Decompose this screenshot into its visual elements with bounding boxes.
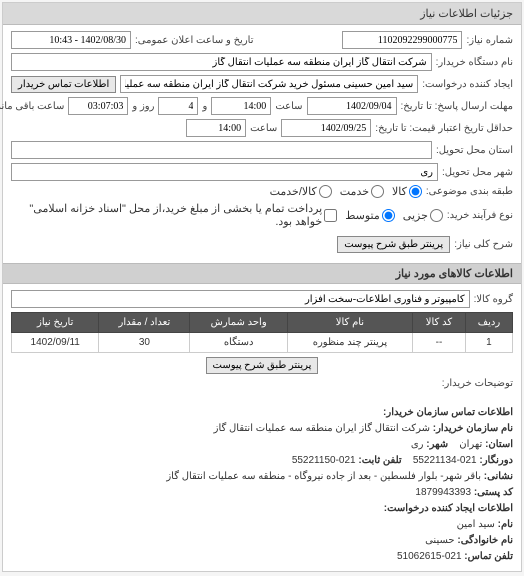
- proc-small-radio[interactable]: جزیی: [403, 209, 443, 222]
- deadline-date-input[interactable]: [307, 97, 397, 115]
- requester-section-title: اطلاعات ایجاد کننده درخواست:: [384, 503, 513, 514]
- cat-goods-label: کالا: [392, 185, 407, 198]
- group-input[interactable]: [11, 290, 470, 308]
- address-value: باقر شهر- بلوار فلسطین - بعد از جاده نیر…: [166, 471, 481, 482]
- th-unit: واحد شمارش: [190, 313, 288, 333]
- cat-service-label: خدمت: [340, 185, 369, 198]
- city-label: شهر محل تحویل:: [442, 167, 513, 178]
- cell-row: 1: [465, 333, 512, 353]
- last-name-value: حسینی: [425, 535, 454, 546]
- proc-note-check[interactable]: پرداخت تمام یا بخشی از مبلغ خرید،از محل …: [11, 202, 337, 228]
- cell-qty: 30: [99, 333, 190, 353]
- cat-service-radio[interactable]: خدمت: [340, 185, 384, 198]
- remain-label: ساعت باقی مانده: [0, 101, 64, 112]
- city-input[interactable]: [11, 163, 438, 181]
- province-input[interactable]: [11, 141, 432, 159]
- th-qty: تعداد / مقدار: [99, 313, 190, 333]
- cat-both-label: کالا/خدمت: [270, 185, 317, 198]
- table-row[interactable]: 1 -- پرینتر چند منظوره دستگاه 30 1402/09…: [12, 333, 513, 353]
- items-table: ردیف کد کالا نام کالا واحد شمارش تعداد /…: [11, 312, 513, 353]
- contact-section-title: اطلاعات تماس سازمان خریدار:: [383, 407, 513, 418]
- org-city-label: شهر:: [426, 439, 448, 450]
- items-section-title: اطلاعات کالاهای مورد نیاز: [3, 263, 521, 284]
- buyer-label: نام دستگاه خریدار:: [436, 57, 513, 68]
- process-label: نوع فرآیند خرید:: [447, 210, 513, 221]
- th-code: کد کالا: [412, 313, 465, 333]
- remain-days-input[interactable]: [158, 97, 198, 115]
- remain-sep: و: [202, 101, 207, 112]
- address-label: نشانی:: [484, 471, 513, 482]
- phone-label: تلفن ثابت:: [358, 455, 401, 466]
- deadline-time-input[interactable]: [211, 97, 271, 115]
- first-name-label: نام:: [498, 519, 513, 530]
- req-no-label: شماره نیاز:: [466, 35, 513, 46]
- phone-value: 021-55221150: [292, 455, 356, 466]
- valid-time-input[interactable]: [186, 119, 246, 137]
- remain-time-input[interactable]: [68, 97, 128, 115]
- org-city-value: ری: [411, 439, 424, 450]
- cell-name: پرینتر چند منظوره: [287, 333, 412, 353]
- th-date: تاریخ نیاز: [12, 313, 99, 333]
- proc-med-label: متوسط: [345, 209, 380, 222]
- cat-both-radio[interactable]: کالا/خدمت: [270, 185, 332, 198]
- group-label: گروه کالا:: [474, 294, 513, 305]
- postal-value: 1879943393: [415, 487, 471, 498]
- fax-label: دورنگار:: [479, 455, 513, 466]
- header-title: جزئیات اطلاعات نیاز: [3, 3, 521, 25]
- first-name-value: سید امین: [457, 519, 495, 530]
- th-name: نام کالا: [287, 313, 412, 333]
- org-name-value: شرکت انتقال گاز ایران منطقه سه عملیات ان…: [214, 423, 430, 434]
- desc-label: شرح کلی نیاز:: [454, 239, 513, 250]
- cell-unit: دستگاه: [190, 333, 288, 353]
- org-province-label: استان:: [485, 439, 513, 450]
- province-label: استان محل تحویل:: [436, 145, 513, 156]
- announce-input[interactable]: [11, 31, 131, 49]
- req-no-input[interactable]: [342, 31, 462, 49]
- org-name-label: نام سازمان خریدار:: [433, 423, 513, 434]
- proc-note-label: پرداخت تمام یا بخشی از مبلغ خرید،از محل …: [11, 202, 322, 228]
- proc-small-label: جزیی: [403, 209, 428, 222]
- notes-label: توضیحات خریدار:: [442, 378, 513, 389]
- deadline-label: مهلت ارسال پاسخ: تا تاریخ:: [401, 101, 513, 112]
- cell-date: 1402/09/11: [12, 333, 99, 353]
- last-name-label: نام خانوادگی:: [457, 535, 513, 546]
- contact-info-button[interactable]: اطلاعات تماس خریدار: [11, 76, 116, 93]
- valid-label: حداقل تاریخ اعتبار قیمت: تا تاریخ:: [375, 123, 513, 134]
- contact-phone-value: 021-51062615: [397, 551, 462, 562]
- creator-input[interactable]: [120, 75, 418, 93]
- buyer-input[interactable]: [11, 53, 432, 71]
- proc-med-radio[interactable]: متوسط: [345, 209, 395, 222]
- detail-button[interactable]: پرینتر طبق شرح پیوست: [206, 357, 319, 374]
- remain-days-label: روز و: [132, 101, 154, 112]
- contact-phone-label: تلفن تماس:: [464, 551, 513, 562]
- deadline-time-label: ساعت: [275, 101, 302, 112]
- fax-value: 021-55221134: [413, 455, 477, 466]
- category-label: طبقه بندی موضوعی:: [426, 186, 513, 197]
- valid-time-label: ساعت: [250, 123, 277, 134]
- postal-label: کد پستی:: [474, 487, 513, 498]
- th-row: ردیف: [465, 313, 512, 333]
- org-province-value: تهران: [459, 439, 482, 450]
- cat-goods-radio[interactable]: کالا: [392, 185, 422, 198]
- valid-date-input[interactable]: [281, 119, 371, 137]
- creator-label: ایجاد کننده درخواست:: [422, 79, 513, 90]
- desc-button[interactable]: پرینتر طبق شرح پیوست: [337, 236, 450, 253]
- announce-label: تاریخ و ساعت اعلان عمومی:: [135, 35, 254, 46]
- cell-code: --: [412, 333, 465, 353]
